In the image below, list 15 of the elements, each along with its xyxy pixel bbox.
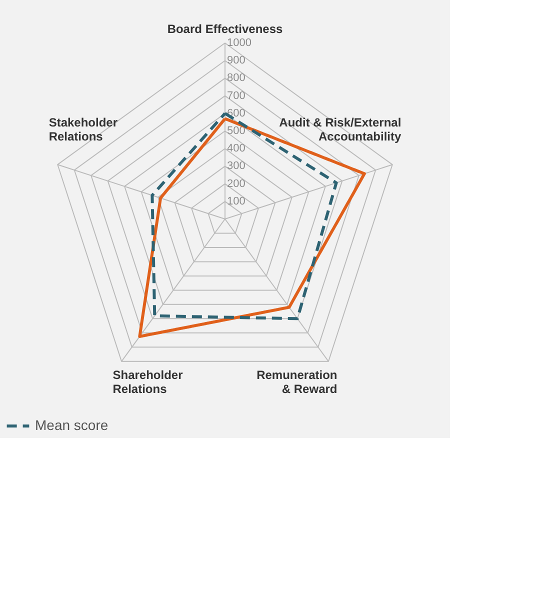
y-tick-label: 200 [227, 178, 246, 190]
y-tick-label: 900 [227, 54, 246, 67]
legend-label: Mean score [35, 417, 108, 433]
y-tick-label: 1000 [227, 37, 252, 50]
y-tick-label: 400 [227, 142, 246, 155]
spoke-label: Stakeholder Relations [48, 115, 118, 144]
y-tick-label: 300 [227, 160, 246, 172]
spoke-label: Shareholder Relations [112, 368, 184, 396]
y-tick-label: 800 [227, 72, 246, 84]
y-tick-label: 500 [227, 125, 246, 138]
spoke-label: Remuneration & Reward [256, 368, 338, 396]
spoke-label: Board Effectiveness [167, 22, 284, 36]
y-tick-label: 100 [227, 195, 246, 208]
y-tick-label: 700 [227, 90, 246, 102]
spoke-label: Audit & Risk/External Accountability [279, 115, 402, 144]
